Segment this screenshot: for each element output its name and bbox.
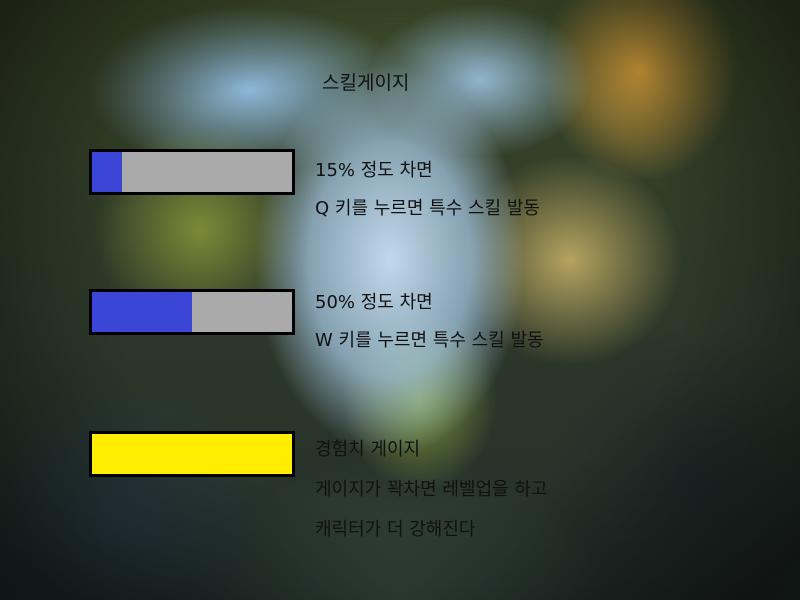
experience-gauge-fill <box>92 434 292 474</box>
skill-gauge-w-line-2: W 키를 누르면 특수 스킬 발동 <box>315 330 544 351</box>
skill-gauge-q-fill <box>92 152 122 192</box>
skill-gauge-w-fill <box>92 292 192 332</box>
experience-gauge-line-2: 게이지가 꽉차면 레벨업을 하고 <box>315 479 548 500</box>
skill-gauge-title: 스킬게이지 <box>322 72 410 94</box>
skill-gauge-q-description: 15% 정도 차면 Q 키를 누르면 특수 스킬 발동 <box>315 152 540 228</box>
experience-gauge-line-1: 경험치 게이지 <box>315 439 421 460</box>
skill-gauge-w-description: 50% 정도 차면 W 키를 누르면 특수 스킬 발동 <box>315 284 544 360</box>
skill-gauge-q-bar <box>89 149 295 195</box>
skill-gauge-q-line-1: 15% 정도 차면 <box>315 160 433 181</box>
experience-gauge-line-3: 캐릭터가 더 강해진다 <box>315 519 476 540</box>
experience-gauge-bar <box>89 431 295 477</box>
skill-gauge-w-bar <box>89 289 295 335</box>
skill-gauge-w-line-1: 50% 정도 차면 <box>315 292 433 313</box>
skill-gauge-q-line-2: Q 키를 누르면 특수 스킬 발동 <box>315 198 540 219</box>
experience-gauge-description: 경험치 게이지 게이지가 꽉차면 레벨업을 하고 캐릭터가 더 강해진다 <box>315 430 547 550</box>
